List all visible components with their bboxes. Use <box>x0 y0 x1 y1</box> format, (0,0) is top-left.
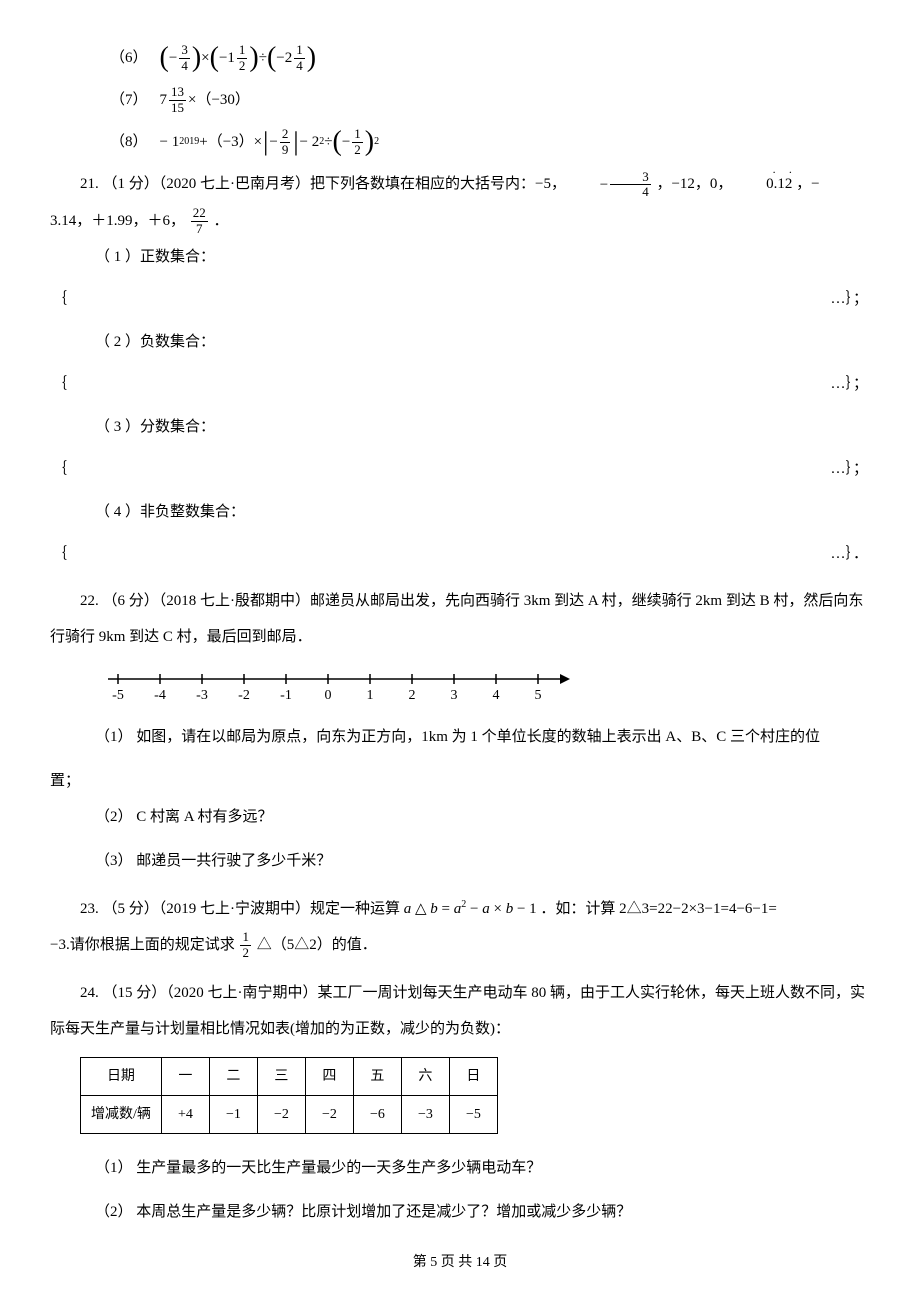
table-row-label: 增减数/辆 <box>81 1095 162 1133</box>
q21-sub1: （ 1 ）正数集合： <box>50 239 870 275</box>
q22-sub3: （3） 邮递员一共行驶了多少千米？ <box>50 843 870 879</box>
svg-text:1: 1 <box>367 688 374 703</box>
q24-intro: 24. （15 分）（2020 七上·南宁期中）某工厂一周计划每天生产电动车 8… <box>50 975 870 1047</box>
q21-brace2: ｛…｝； <box>50 368 870 401</box>
q21-sub4: （ 4 ）非负整数集合： <box>50 494 870 530</box>
svg-text:-3: -3 <box>196 688 208 703</box>
equation-7: （7） 71315 ×（−30） <box>110 82 870 118</box>
table-data-cell: −6 <box>353 1095 401 1133</box>
table-data-cell: −1 <box>209 1095 257 1133</box>
table-header-cell: 二 <box>209 1057 257 1095</box>
number-line-svg: -5 -4 -3 -2 -1 0 1 2 3 4 5 <box>100 667 570 707</box>
svg-text:-2: -2 <box>238 688 250 703</box>
table-data-cell: +4 <box>161 1095 209 1133</box>
eq8-expression: − 12019 +（−3）× |− 29 | − 22 ÷ (− 12 )2 <box>160 127 380 157</box>
q21-brace3: ｛…｝； <box>50 453 870 486</box>
q21-brace1: ｛…｝； <box>50 283 870 316</box>
table-data-cell: −5 <box>449 1095 497 1133</box>
table-data-cell: −2 <box>257 1095 305 1133</box>
table-header-cell: 三 <box>257 1057 305 1095</box>
q21-line2: 3.14，＋1.99，＋6， 227 ． <box>50 203 870 239</box>
table-header-cell: 日 <box>449 1057 497 1095</box>
q22-sub1a: （1） 如图，请在以邮局为原点，向东为正方向，1km 为 1 个单位长度的数轴上… <box>50 719 870 755</box>
svg-text:2: 2 <box>409 688 416 703</box>
q21-sub2: （ 2 ）负数集合： <box>50 324 870 360</box>
svg-text:-4: -4 <box>154 688 166 703</box>
number-line-figure: -5 -4 -3 -2 -1 0 1 2 3 4 5 <box>100 667 870 707</box>
q21-sub3: （ 3 ）分数集合： <box>50 409 870 445</box>
q24-sub1: （1） 生产量最多的一天比生产量最少的一天多生产多少辆电动车？ <box>50 1150 870 1186</box>
page-footer: 第 5 页 共 14 页 <box>50 1250 870 1275</box>
production-table: 日期一二三四五六日增减数/辆+4−1−2−2−6−3−5 <box>80 1057 498 1134</box>
table-data-cell: −3 <box>401 1095 449 1133</box>
eq7-label: （7） <box>110 87 148 114</box>
q23-line2: −3.请你根据上面的规定试求 12 △（5△2）的值． <box>50 927 870 963</box>
eq6-expression: (− 34 )× (− 112 )÷ (− 214 ) <box>160 43 317 73</box>
question-21: 21. （1 分）（2020 七上·巴南月考）把下列各数填在相应的大括号内：−5… <box>50 166 870 571</box>
svg-text:4: 4 <box>493 688 500 703</box>
table-header-cell: 日期 <box>81 1057 162 1095</box>
q24-sub2: （2） 本周总生产量是多少辆？比原计划增加了还是减少了？增加或减少多少辆？ <box>50 1194 870 1230</box>
svg-text:-1: -1 <box>280 688 292 703</box>
table-header-cell: 四 <box>305 1057 353 1095</box>
eq6-label: （6） <box>110 45 148 72</box>
table-header-cell: 六 <box>401 1057 449 1095</box>
question-24: 24. （15 分）（2020 七上·南宁期中）某工厂一周计划每天生产电动车 8… <box>50 975 870 1230</box>
question-22: 22. （6 分）（2018 七上·殷都期中）邮递员从邮局出发，先向西骑行 3k… <box>50 583 870 879</box>
eq7-expression: 71315 ×（−30） <box>160 85 250 115</box>
q22-sub2: （2） C 村离 A 村有多远？ <box>50 799 870 835</box>
q22-intro: 22. （6 分）（2018 七上·殷都期中）邮递员从邮局出发，先向西骑行 3k… <box>50 583 870 655</box>
equation-8: （8） − 12019 +（−3）× |− 29 | − 22 ÷ (− 12 … <box>110 124 870 160</box>
table-header-cell: 五 <box>353 1057 401 1095</box>
q23-line1: 23. （5 分）（2019 七上·宁波期中）规定一种运算 a △ b = a2… <box>50 891 870 927</box>
question-23: 23. （5 分）（2019 七上·宁波期中）规定一种运算 a △ b = a2… <box>50 891 870 963</box>
q22-sub1b: 置； <box>50 763 870 799</box>
eq8-label: （8） <box>110 129 148 156</box>
svg-text:5: 5 <box>535 688 542 703</box>
svg-text:-5: -5 <box>112 688 124 703</box>
equation-6: （6） (− 34 )× (− 112 )÷ (− 214 ) <box>110 40 870 76</box>
q21-brace4: ｛…｝． <box>50 538 870 571</box>
table-header-cell: 一 <box>161 1057 209 1095</box>
svg-text:0: 0 <box>325 688 332 703</box>
table-data-cell: −2 <box>305 1095 353 1133</box>
svg-text:3: 3 <box>451 688 458 703</box>
q21-intro: 21. （1 分）（2020 七上·巴南月考）把下列各数填在相应的大括号内：−5… <box>50 166 870 203</box>
